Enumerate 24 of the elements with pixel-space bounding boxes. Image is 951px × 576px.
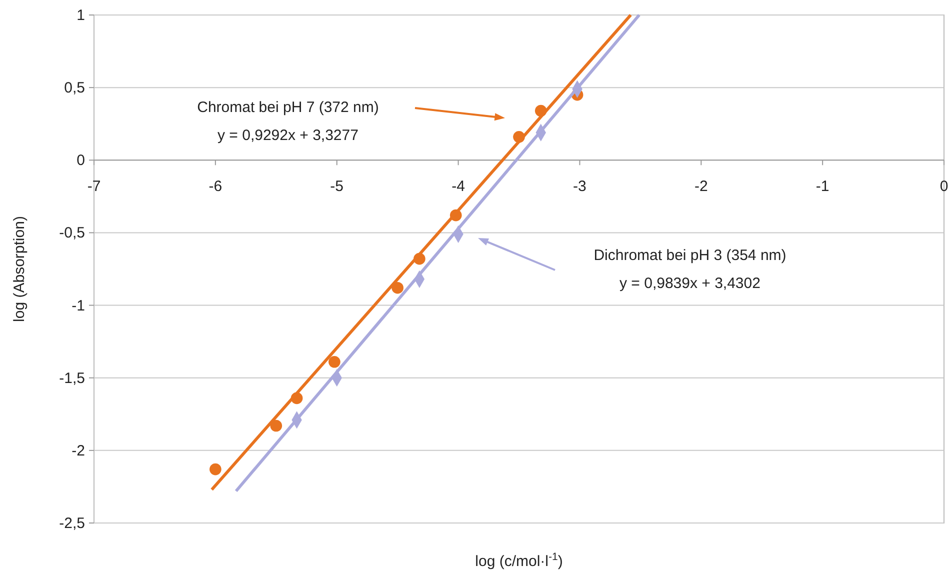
x-tick-label: 0 <box>940 178 948 196</box>
x-axis-title: log (c/mol·l$^{-1}$) <box>475 551 563 570</box>
y-tick-label: -2 <box>72 442 85 460</box>
x-tick-label: -3 <box>573 178 586 196</box>
y-tick-label: -1 <box>72 297 85 314</box>
y-tick-label: -0,5 <box>59 224 85 242</box>
y-axis-title: log (Absorption) <box>11 216 28 322</box>
point <box>270 420 282 432</box>
x-tick-label: -1 <box>816 178 830 196</box>
x-tick-label: -7 <box>87 178 101 196</box>
point <box>210 463 222 476</box>
annotation: Dichromat bei pH 3 (354 nm) y = 0,9839x + 3,4302 <box>594 247 786 292</box>
y-tick-label: 0 <box>76 152 85 170</box>
y-tick-label: -2,5 <box>59 515 85 532</box>
point <box>328 356 340 368</box>
x-tick-label: -2 <box>694 178 708 196</box>
x-tick-label: -5 <box>330 178 344 196</box>
point <box>392 282 404 294</box>
y-tick-label: 0,5 <box>64 80 85 97</box>
y-tick-label: -1,5 <box>59 370 85 387</box>
annotation: Chromat bei pH 7 (372 nm) y = 0,9292x + 3,3277 <box>197 99 379 144</box>
x-tick-label: -6 <box>208 178 222 196</box>
x-tick-label: -4 <box>452 178 465 196</box>
y-tick-label: 1 <box>76 7 85 24</box>
